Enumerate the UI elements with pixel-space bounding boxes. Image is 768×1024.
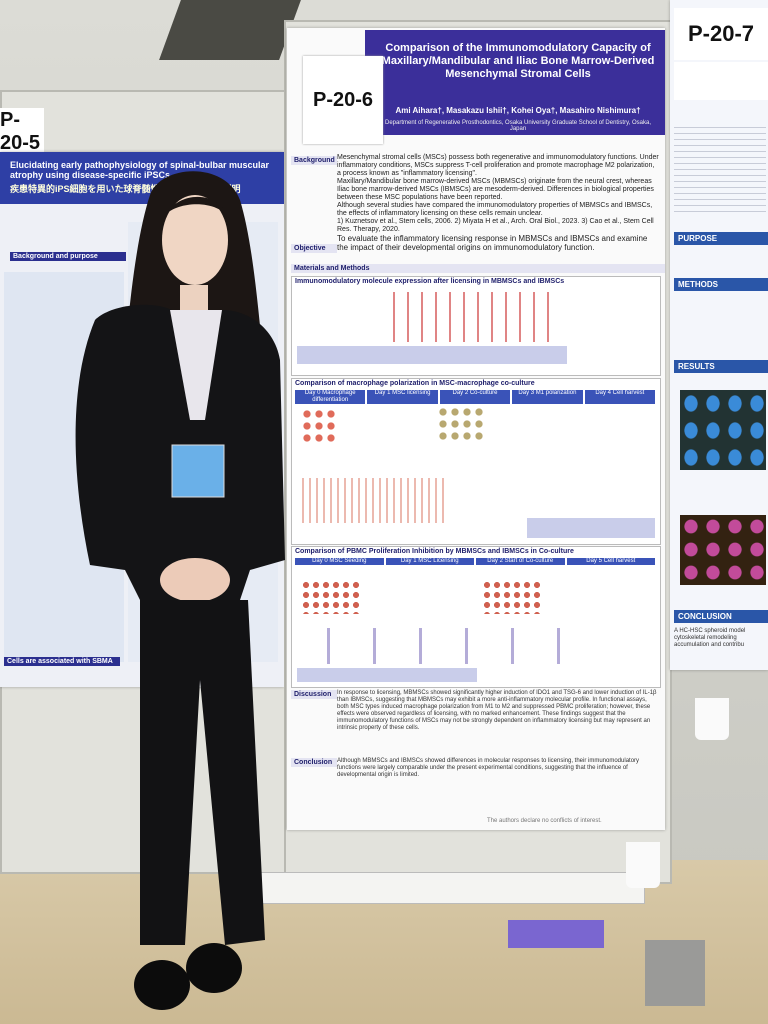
timeline: Day 0 MSC Seeding Day 1 MSC Licensing Da…: [295, 558, 655, 565]
poster-tube: [248, 872, 645, 904]
section-heading: Background: [291, 156, 337, 165]
result-note: [527, 518, 655, 538]
poster-number: P-20-6: [303, 56, 383, 144]
background-text: Mesenchymal stromal cells (MSCs) possess…: [337, 154, 659, 234]
conclusion-text: A HC-HSC spheroid model cytoskeletal rem…: [674, 628, 746, 648]
panel-title: Comparison of macrophage polarization in…: [295, 380, 535, 387]
timeline: Day 0 Macrophage differentiation Day 1 M…: [295, 390, 656, 404]
shoe: [134, 960, 190, 1010]
section-heading: CONCLUSION: [674, 610, 768, 623]
poster-right: P-20-7 PURPOSE METHODS RESULTS CONCLUSIO…: [670, 0, 768, 670]
micrographs: [680, 515, 766, 585]
timeline-step: Day 3 M1 polarization: [512, 390, 583, 404]
poster-number: P-20-7: [674, 8, 768, 60]
discussion-text: In response to licensing, MBMSCs showed …: [337, 690, 657, 731]
timeline-step: Day 2 Start of Co-culture: [476, 558, 565, 565]
intro-text: [674, 122, 766, 217]
timeline-step: Day 0 MSC Seeding: [295, 558, 384, 565]
bullet: Although several studies have compared t…: [337, 202, 653, 217]
shoe: [186, 943, 242, 993]
poster-header: [365, 30, 665, 135]
timeline-step: Day 1 MSC licensing: [367, 390, 438, 404]
objective-text: To evaluate the inflammatory licensing r…: [337, 234, 648, 252]
blouse: [170, 310, 222, 420]
well-plate: [301, 580, 361, 614]
conclusion-text: Although MBMSCs and IBMSCs showed differ…: [337, 758, 640, 778]
timeline-step: Day 4 Cell harvest: [584, 390, 656, 404]
well-plate: [301, 408, 337, 444]
affiliation: Department of Regenerative Prosthodontic…: [384, 120, 651, 132]
timeline-step: Day 1 MSC Licensing: [385, 558, 474, 565]
bangs: [165, 196, 230, 220]
cup: [695, 698, 729, 740]
result-note: [297, 668, 477, 682]
section-heading: Cells are associated with SBMA: [4, 657, 120, 666]
section-heading: METHODS: [674, 278, 768, 291]
section-heading: Objective: [291, 244, 337, 253]
bar-charts: [297, 478, 447, 523]
bullet: 1) Kuznetsov et al., Stem cells, 2006. 2…: [337, 218, 654, 233]
section-heading: RESULTS: [674, 360, 768, 373]
poster-title: Comparison of the Immunomodulatory Capac…: [381, 42, 655, 80]
section-heading: PURPOSE: [674, 232, 768, 245]
label-sticker: [508, 920, 604, 948]
trousers: [140, 600, 265, 945]
timeline-step: Day 0 Macrophage differentiation: [295, 390, 366, 404]
affiliation-box: [674, 62, 768, 100]
section-heading: Discussion: [291, 690, 337, 699]
authors: Ami Aihara†, Masakazu Ishii†, Kohei Oya†…: [395, 106, 641, 115]
poster-title-jp: 疾患特異的iPS細胞を用いた球脊髄性筋萎縮症の病態解明: [10, 184, 241, 194]
hands: [160, 558, 230, 602]
poster-number: P-20-5: [0, 108, 44, 156]
micrographs: [680, 390, 766, 470]
id-badge: [171, 444, 225, 498]
figure-panel: [291, 546, 661, 688]
bullet: Mesenchymal stromal cells (MSCs) possess…: [337, 154, 659, 177]
poster-center: Comparison of the Immunomodulatory Capac…: [287, 28, 665, 830]
well-plate: [482, 580, 542, 614]
section-heading: Materials and Methods: [291, 264, 665, 273]
panel-title: Comparison of PBMC Proliferation Inhibit…: [295, 548, 574, 555]
board-foot: [645, 940, 705, 1006]
section-heading: Conclusion: [291, 758, 337, 767]
poster-title: Elucidating early pathophysiology of spi…: [10, 160, 270, 180]
well-plate: [437, 406, 487, 442]
histograms: [297, 628, 577, 664]
face: [162, 195, 228, 285]
result-note: [297, 346, 567, 364]
bar-charts: [387, 292, 557, 342]
bullet: Maxillary/Mandibular bone marrow-derived…: [337, 178, 654, 201]
footer-note: The authors declare no conflicts of inte…: [487, 818, 602, 824]
timeline-step: Day 5 Cell harvest: [566, 558, 655, 565]
timeline-step: Day 2 Co-culture: [439, 390, 511, 404]
cup: [626, 842, 660, 888]
panel-title: Immunomodulatory molecule expression aft…: [295, 278, 565, 285]
section-heading: Background and purpose: [10, 252, 126, 261]
